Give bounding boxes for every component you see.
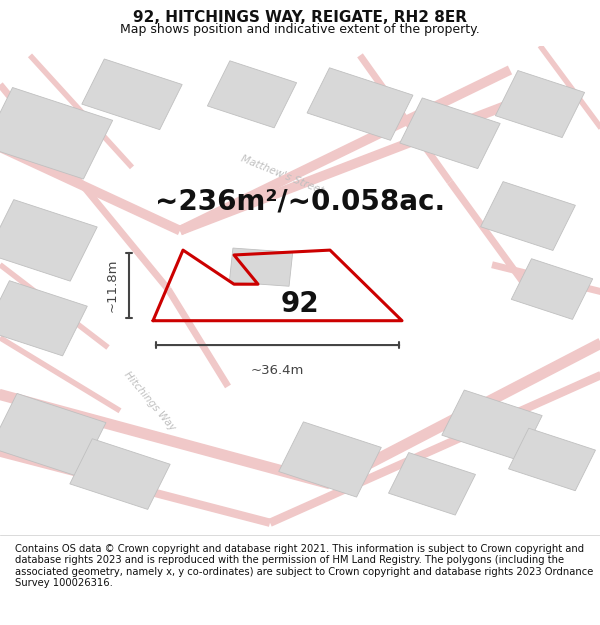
Polygon shape: [481, 182, 575, 251]
Text: 92: 92: [281, 289, 319, 318]
Polygon shape: [70, 439, 170, 509]
Text: 92, HITCHINGS WAY, REIGATE, RH2 8ER: 92, HITCHINGS WAY, REIGATE, RH2 8ER: [133, 10, 467, 25]
Polygon shape: [82, 59, 182, 129]
Polygon shape: [442, 390, 542, 461]
Text: Matthew's Street: Matthew's Street: [239, 153, 325, 196]
Polygon shape: [0, 88, 113, 179]
Text: ~36.4m: ~36.4m: [251, 364, 304, 376]
Polygon shape: [400, 98, 500, 169]
Text: Contains OS data © Crown copyright and database right 2021. This information is : Contains OS data © Crown copyright and d…: [15, 544, 593, 588]
Polygon shape: [229, 248, 293, 286]
Polygon shape: [496, 71, 584, 138]
Polygon shape: [278, 422, 382, 497]
Polygon shape: [0, 394, 106, 477]
Text: ~11.8m: ~11.8m: [105, 259, 118, 312]
Polygon shape: [307, 68, 413, 140]
Polygon shape: [0, 199, 97, 281]
Text: ~236m²/~0.058ac.: ~236m²/~0.058ac.: [155, 188, 445, 216]
Polygon shape: [389, 452, 475, 515]
Polygon shape: [509, 428, 595, 491]
Text: Hitchings Way: Hitchings Way: [122, 369, 178, 432]
Text: Map shows position and indicative extent of the property.: Map shows position and indicative extent…: [120, 22, 480, 36]
Polygon shape: [0, 281, 88, 356]
Polygon shape: [511, 259, 593, 319]
Polygon shape: [208, 61, 296, 128]
